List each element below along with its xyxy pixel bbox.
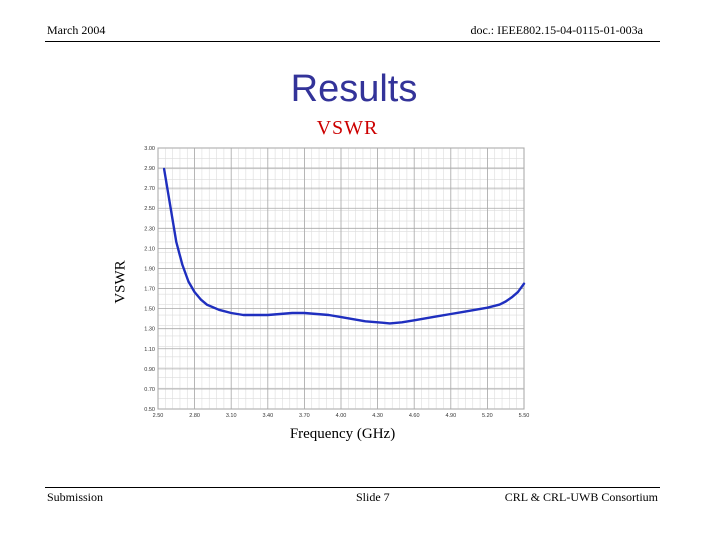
x-tick-label: 5.50 bbox=[519, 413, 530, 419]
x-tick-label: 3.40 bbox=[262, 413, 273, 419]
y-tick-label: 1.10 bbox=[144, 347, 155, 353]
slide-subtitle: VSWR bbox=[316, 117, 379, 139]
footer-rule bbox=[45, 487, 660, 488]
x-tick-label: 2.50 bbox=[153, 413, 164, 419]
x-tick-label: 4.60 bbox=[409, 413, 420, 419]
footer-consortium: CRL & CRL-UWB Consortium bbox=[504, 490, 658, 504]
y-tick-label: 2.30 bbox=[144, 226, 155, 232]
x-tick-label: 4.00 bbox=[336, 413, 347, 419]
y-tick-label: 2.50 bbox=[144, 206, 155, 212]
x-tick-label: 5.20 bbox=[482, 413, 493, 419]
vswr-series-line bbox=[162, 167, 526, 325]
y-tick-label: 0.70 bbox=[144, 387, 155, 393]
y-tick-label: 3.00 bbox=[144, 146, 155, 152]
y-tick-label: 0.50 bbox=[144, 407, 155, 413]
y-tick-label: 2.70 bbox=[144, 186, 155, 192]
y-tick-label: 1.70 bbox=[144, 287, 155, 293]
y-tick-label: 1.90 bbox=[144, 266, 155, 272]
slide-title: Results bbox=[290, 68, 418, 110]
y-tick-label: 1.50 bbox=[144, 307, 155, 313]
x-tick-label: 3.70 bbox=[299, 413, 310, 419]
footer-submission: Submission bbox=[47, 490, 104, 504]
y-tick-label: 2.10 bbox=[144, 246, 155, 252]
y-axis-label: VSWR bbox=[112, 260, 129, 304]
y-tick-label: 0.90 bbox=[144, 367, 155, 373]
x-axis-label: Frequency (GHz) bbox=[289, 426, 396, 442]
footer-slide-number: Slide 7 bbox=[356, 490, 390, 504]
x-tick-label: 2.80 bbox=[189, 413, 200, 419]
vswr-chart: 2.50 2.80 3.10 3.40 3.70 4.00 4.30 4.60 4.90 5.20… bbox=[144, 146, 530, 419]
header-rule bbox=[45, 41, 660, 42]
x-tick-label: 4.30 bbox=[372, 413, 383, 419]
y-tick-label: 1.30 bbox=[144, 327, 155, 333]
x-tick-label: 4.90 bbox=[445, 413, 456, 419]
header-doc-id: doc.: IEEE802.15-04-0115-01-003a bbox=[470, 23, 643, 37]
header-date: March 2004 bbox=[47, 23, 106, 37]
x-tick-label: 3.10 bbox=[226, 413, 237, 419]
y-tick-label: 2.90 bbox=[144, 166, 155, 172]
